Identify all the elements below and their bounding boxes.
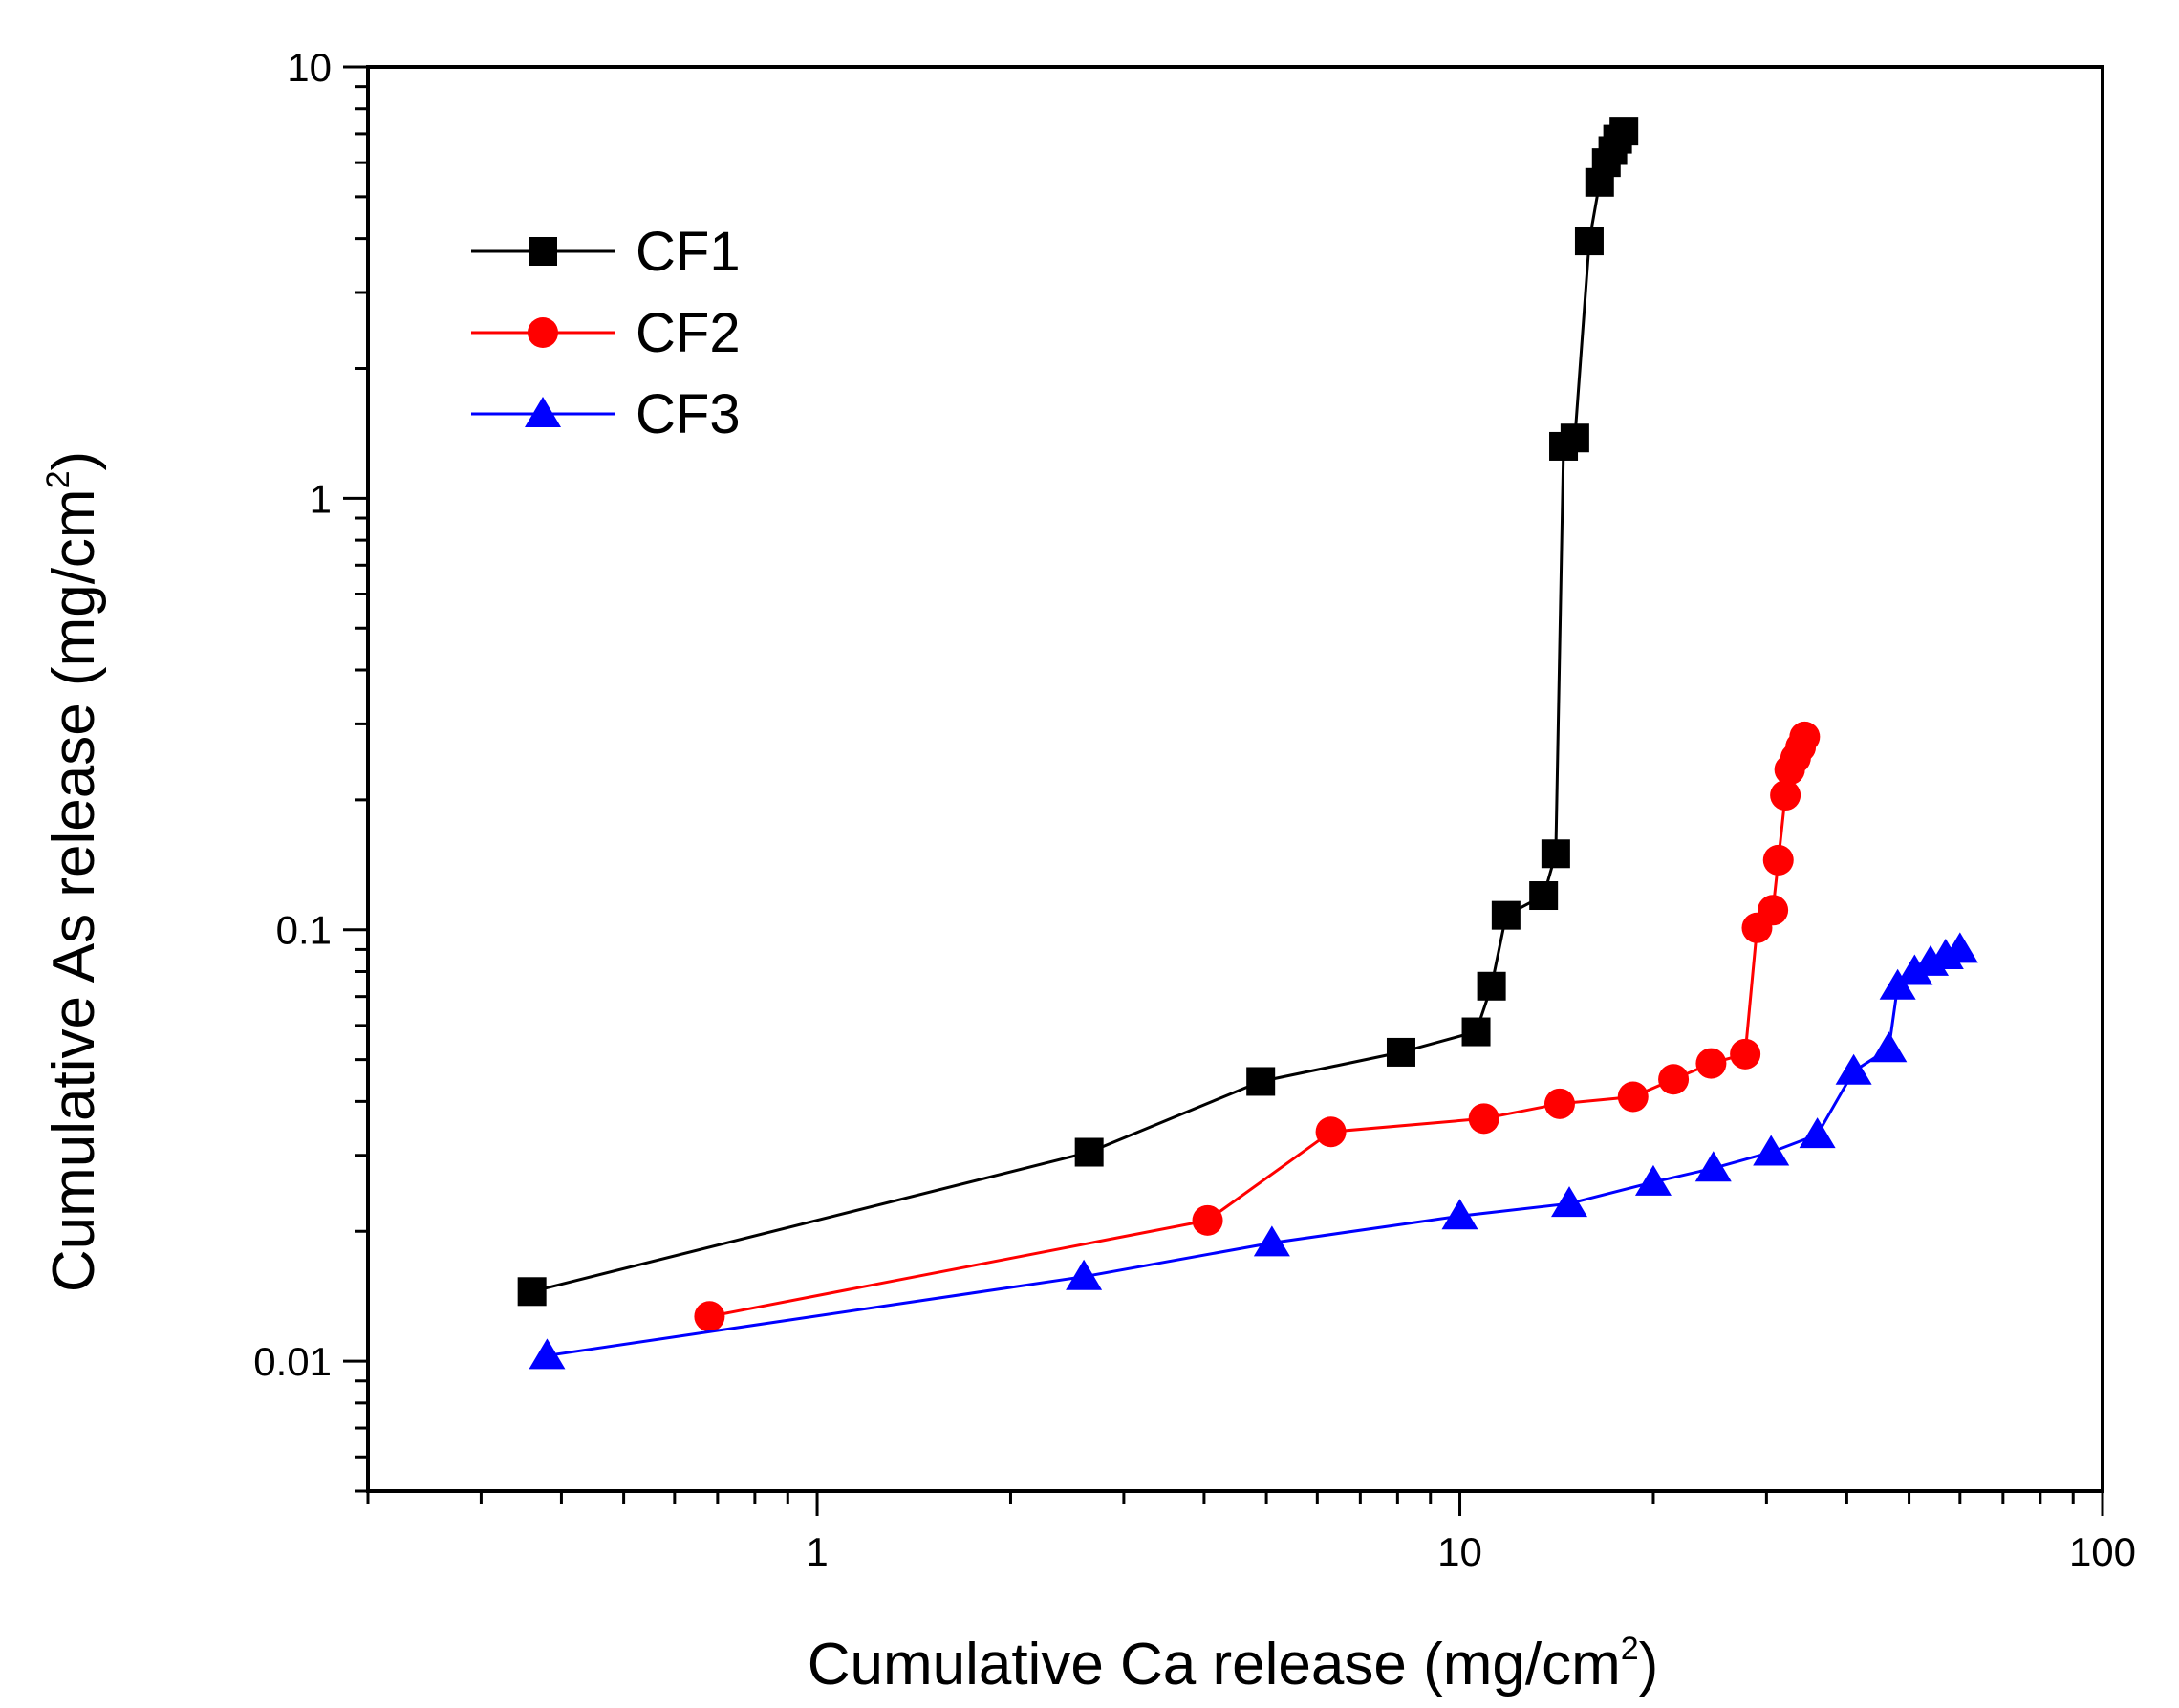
data-point-cf2 [1770,780,1801,811]
data-point-cf2 [1315,1116,1347,1148]
series-cf2 [694,721,1821,1332]
data-point-cf1 [1574,227,1604,256]
legend-item-cf2: CF2 [471,302,741,364]
axis-ticks [343,65,2104,1516]
data-point-cf2 [1543,1088,1575,1119]
legend-marker [529,237,557,266]
axis-tick-labels: 1 10 100 0.01 0.1 1 10 [253,45,2136,1574]
y-axis-title: Cumulative As release (mg/cm2) [40,451,107,1292]
x-tick-label: 100 [2069,1529,2136,1574]
data-point-cf2 [1762,844,1794,876]
series-layer [517,117,1978,1370]
data-point-cf1 [1560,423,1589,453]
legend-label: CF1 [636,221,741,283]
data-point-cf3 [1870,1031,1908,1063]
data-point-cf1 [1074,1137,1104,1167]
data-point-cf2 [1695,1048,1727,1079]
data-point-cf1 [517,1277,547,1307]
data-point-cf3 [529,1338,566,1370]
data-point-cf3 [1896,954,1933,985]
legend-marker [528,317,558,348]
legend-label: CF2 [636,302,741,364]
legend-item-cf1: CF1 [471,221,741,283]
y-tick-label: 10 [287,45,332,90]
x-tick-label: 1 [806,1529,828,1574]
legend-label: CF3 [636,383,741,445]
series-cf3 [529,932,1978,1370]
data-point-cf2 [1658,1064,1690,1095]
data-point-cf3 [1835,1053,1872,1085]
data-point-cf1 [1491,900,1521,930]
data-point-cf3 [1551,1186,1588,1218]
data-point-cf1 [1609,117,1639,146]
plot-frame [366,65,2104,1493]
data-point-cf3 [1253,1225,1290,1257]
data-point-cf1 [1529,881,1559,911]
data-point-cf3 [1066,1259,1103,1290]
series-cf1 [517,117,1639,1307]
x-tick-label: 10 [1437,1529,1482,1574]
data-point-cf1 [1461,1017,1491,1047]
data-point-cf1 [1477,971,1506,1001]
data-point-cf2 [1758,895,1789,926]
y-tick-label: 0.01 [253,1339,332,1384]
data-point-cf3 [1634,1164,1672,1196]
data-point-cf1 [1541,839,1570,869]
data-point-cf3 [1753,1135,1790,1166]
legend-item-cf3: CF3 [471,383,741,445]
data-point-cf2 [1730,1038,1761,1070]
data-point-cf1 [1386,1037,1415,1067]
data-point-cf2 [1789,721,1821,752]
data-point-cf3 [1799,1117,1836,1149]
data-point-cf3 [1941,932,1978,963]
data-point-cf3 [1694,1151,1732,1182]
data-point-cf2 [694,1301,725,1332]
data-point-cf3 [1441,1199,1478,1230]
legend-marker [525,397,561,427]
legend: CF1 CF2 CF3 [471,221,741,445]
x-axis-title: Cumulative Ca release (mg/cm2) [808,1631,1659,1697]
data-point-cf1 [1246,1067,1276,1096]
data-point-cf2 [1468,1103,1499,1135]
y-tick-label: 1 [310,476,332,521]
data-point-cf2 [1617,1081,1649,1113]
data-point-cf2 [1192,1204,1223,1236]
plot-area [366,65,2104,1493]
y-tick-label: 0.1 [276,908,332,953]
